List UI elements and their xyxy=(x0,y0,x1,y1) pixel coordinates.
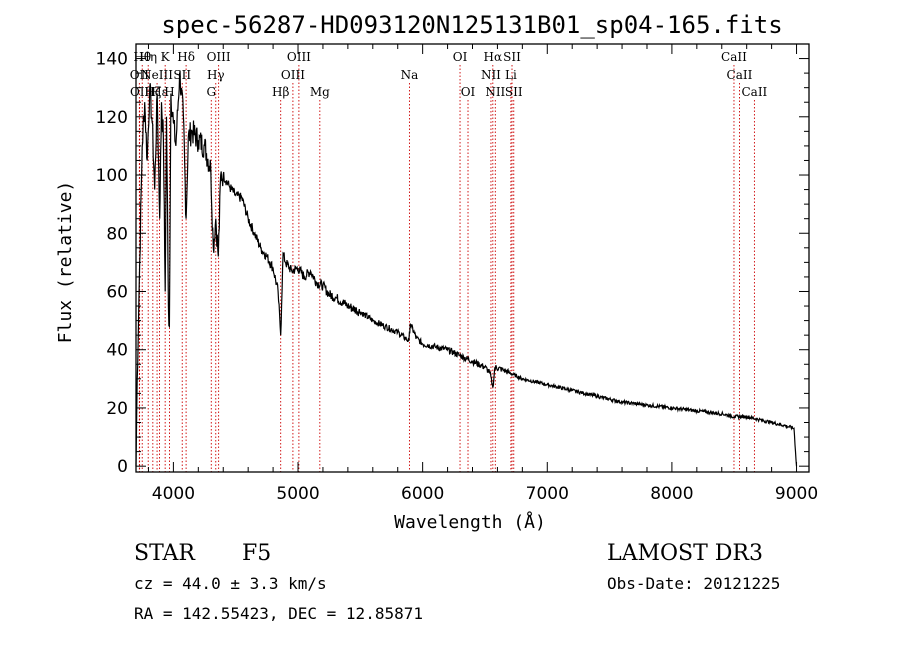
chart-title: spec-56287-HD093120N125131B01_sp04-165.f… xyxy=(161,11,782,39)
line-label-oiii: OIII xyxy=(287,50,311,64)
line-label-hε: Hε xyxy=(151,85,168,99)
y-tick-label: 60 xyxy=(106,282,128,302)
line-label-sii: SII xyxy=(505,85,523,99)
y-axis-label: Flux (relative) xyxy=(55,181,76,344)
line-label-oiii: OIII xyxy=(281,68,305,82)
x-tick-label: 7000 xyxy=(526,484,569,504)
line-label-oi: OI xyxy=(453,50,468,64)
spectral-line-markers xyxy=(138,65,755,472)
line-label-h: H xyxy=(164,85,174,99)
line-label-sii: SII xyxy=(173,68,191,82)
x-tick-label: 8000 xyxy=(650,484,693,504)
plot-frame xyxy=(135,43,810,473)
survey-name: LAMOST DR3 xyxy=(607,541,763,566)
line-label-li: Li xyxy=(505,68,517,82)
line-label-k: K xyxy=(161,50,171,64)
x-axis-ticks: 4000 5000 6000 7000 8000 9000 xyxy=(147,44,818,504)
y-tick-label: 80 xyxy=(106,224,128,244)
line-label-nii: NII xyxy=(485,85,505,99)
y-tick-label: 20 xyxy=(106,399,128,419)
line-label-oi: OI xyxy=(461,85,476,99)
object-subclass: F5 xyxy=(242,541,271,566)
line-label-oiii: OIII xyxy=(207,50,231,64)
line-label-hβ: Hβ xyxy=(272,85,289,99)
x-tick-label: 9000 xyxy=(775,484,818,504)
y-tick-label: 0 xyxy=(117,457,128,477)
redshift-value: cz = 44.0 ± 3.3 km/s xyxy=(134,574,327,593)
x-tick-label: 5000 xyxy=(276,484,319,504)
y-tick-label: 40 xyxy=(106,341,128,361)
y-tick-label: 100 xyxy=(96,166,128,186)
line-label-hγ: Hγ xyxy=(207,68,225,82)
x-tick-label: 6000 xyxy=(401,484,444,504)
line-label-hδ: Hδ xyxy=(177,50,195,64)
line-label-sii: SII xyxy=(503,50,521,64)
line-label-caii: CaII xyxy=(721,50,747,64)
line-label-hθ: Hθ xyxy=(133,50,151,64)
coordinates: RA = 142.55423, DEC = 12.85871 xyxy=(134,604,423,623)
line-label-oii: OII xyxy=(130,85,150,99)
line-label-nii: NII xyxy=(481,68,501,82)
y-tick-label: 140 xyxy=(96,50,128,70)
x-tick-label: 4000 xyxy=(152,484,195,504)
y-tick-label: 120 xyxy=(96,108,128,128)
line-label-hα: Hα xyxy=(484,50,503,64)
spectral-line-labels: OIIOIIHθHηHζNeIIIHεKHSIIHδGHγOIIIHβOIIIO… xyxy=(130,50,768,99)
x-axis-label: Wavelength (Å) xyxy=(394,511,546,533)
object-class: STAR xyxy=(134,541,196,566)
line-label-neiii: NeIII xyxy=(141,68,173,82)
observation-date: Obs-Date: 20121225 xyxy=(607,574,780,593)
line-label-mg: Mg xyxy=(310,85,330,99)
line-label-caii: CaII xyxy=(727,68,753,82)
line-label-g: G xyxy=(206,85,216,99)
line-label-oii: OII xyxy=(130,68,150,82)
y-axis-ticks: 0 20 40 60 80 100 120 140 xyxy=(96,50,809,477)
line-label-hη: Hη xyxy=(139,50,157,64)
line-label-caii: CaII xyxy=(741,85,767,99)
spectrum-series-line xyxy=(135,69,798,467)
line-label-na: Na xyxy=(401,68,419,82)
